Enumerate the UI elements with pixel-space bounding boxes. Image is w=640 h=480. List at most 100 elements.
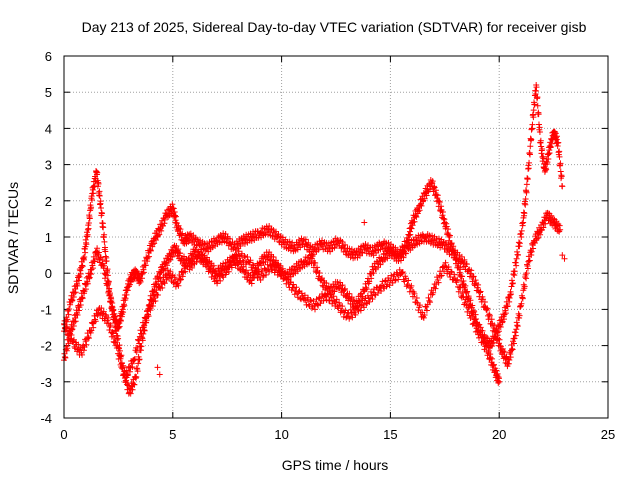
trace-point [176, 272, 183, 279]
trace-point [484, 305, 491, 312]
trace-point [462, 282, 469, 289]
trace-point [177, 250, 184, 257]
trace-point [399, 268, 406, 275]
trace-point [161, 216, 168, 223]
data-point [378, 255, 385, 262]
trace-point [128, 360, 135, 367]
trace-point [534, 102, 541, 109]
axis-ticks: 0 5 10 15 20 25 -4 -3 -2 -1 0 1 2 3 4 5 6 [40, 49, 615, 442]
trace-point [526, 257, 533, 264]
trace-point [315, 273, 322, 280]
chart-title: Day 213 of 2025, Sidereal Day-to-day VTE… [82, 19, 587, 35]
trace-point [101, 238, 108, 245]
trace-point [500, 348, 507, 355]
trace-point [98, 305, 105, 312]
trace-point [124, 372, 131, 379]
trace-point [469, 302, 476, 309]
trace-point [210, 268, 217, 275]
trace-point [510, 340, 517, 347]
trace-point [422, 234, 429, 241]
trace-point [252, 264, 259, 271]
trace-point [487, 354, 494, 361]
trace-point [177, 231, 184, 238]
trace-point [123, 367, 130, 374]
trace-point [557, 160, 564, 167]
trace-point [530, 114, 537, 121]
trace-point [171, 212, 178, 219]
trace-point [189, 256, 196, 263]
trace-point [88, 196, 95, 203]
trace-point [421, 311, 428, 318]
trace-point [522, 201, 529, 208]
trace-point [133, 349, 140, 356]
trace-point [81, 254, 88, 261]
trace-point [448, 268, 455, 275]
trace-point [481, 299, 488, 306]
data-point [496, 378, 503, 385]
trace-point [369, 295, 376, 302]
trace-point [84, 231, 91, 238]
trace-point [406, 232, 413, 239]
trace-point [74, 282, 81, 289]
trace-point [134, 368, 141, 375]
trace-point [248, 280, 255, 287]
trace-point [249, 261, 256, 268]
trace-point [557, 168, 564, 175]
trace-point [164, 262, 171, 269]
trace-point [305, 301, 312, 308]
trace-point [497, 323, 504, 330]
y-tick-label: 3 [45, 158, 52, 173]
trace-point [85, 225, 92, 232]
trace-point [138, 330, 145, 337]
trace-point [135, 360, 142, 367]
trace-point [548, 212, 555, 219]
trace-point [477, 331, 484, 338]
trace-point [434, 192, 441, 199]
trace-point [501, 311, 508, 318]
trace-point [172, 213, 179, 220]
data-point [435, 197, 442, 204]
trace-point [69, 326, 76, 333]
trace-point [116, 353, 123, 360]
trace-point [84, 280, 91, 287]
trace-point [432, 285, 439, 292]
trace-point [125, 371, 132, 378]
trace-point [425, 294, 432, 301]
data-point [513, 255, 520, 262]
trace-point [185, 238, 192, 245]
trace-point [535, 111, 542, 118]
trace-point [312, 260, 319, 267]
trace-point [142, 262, 149, 269]
trace-point [416, 302, 423, 309]
data-point [97, 205, 104, 212]
x-tick-label: 20 [492, 427, 506, 442]
trace-point [537, 137, 544, 144]
trace-point [116, 323, 123, 330]
trace-point [295, 262, 302, 269]
x-tick-label: 15 [383, 427, 397, 442]
trace-point [418, 202, 425, 209]
trace-point [95, 180, 102, 187]
trace-point [536, 129, 543, 136]
trace-point [134, 345, 141, 352]
trace-point [413, 299, 420, 306]
trace-point [137, 278, 144, 285]
trace-point [458, 253, 465, 260]
trace-point [65, 327, 72, 334]
y-tick-label: -1 [40, 302, 52, 317]
trace-point [470, 273, 477, 280]
trace-point [399, 269, 406, 276]
trace-point [114, 342, 121, 349]
trace-point [76, 273, 83, 280]
trace-point [315, 244, 322, 251]
trace-point [479, 334, 486, 341]
trace-point [556, 148, 563, 155]
trace-point [220, 235, 227, 242]
y-tick-label: 5 [45, 85, 52, 100]
trace-point [439, 208, 446, 215]
trace-point [90, 190, 97, 197]
trace-point [357, 307, 364, 314]
trace-point [454, 276, 461, 283]
trace-point [295, 288, 302, 295]
trace-point [435, 279, 442, 286]
